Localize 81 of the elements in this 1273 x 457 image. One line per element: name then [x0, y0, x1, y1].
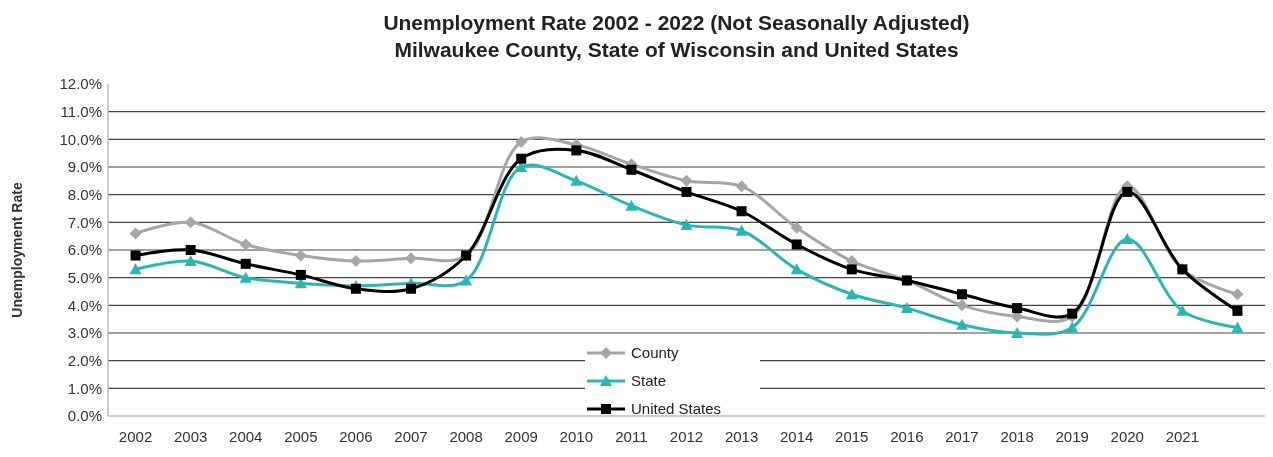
point: [571, 145, 582, 156]
x-tick-label: 2013: [724, 428, 759, 445]
x-tick-label: 2017: [945, 428, 979, 445]
x-tick-label: 2018: [1000, 428, 1034, 445]
y-tick-label: 9.0%: [67, 158, 102, 176]
point: [406, 283, 417, 294]
legend-label: County: [631, 344, 680, 362]
x-tick-label: 2005: [284, 428, 318, 445]
point: [185, 245, 196, 255]
point: [1012, 303, 1023, 314]
point: [1011, 327, 1024, 338]
x-tick-label: 2004: [229, 428, 263, 445]
y-tick-label: 6.0%: [67, 241, 102, 259]
point: [955, 299, 968, 312]
point: [460, 274, 473, 286]
chart-subtitle: Milwaukee County, State of Wisconsin and United States: [394, 38, 959, 61]
point: [1122, 186, 1133, 197]
y-tick-label: 1.0%: [67, 379, 102, 397]
point: [735, 180, 748, 193]
y-tick-label: 7.0%: [67, 213, 102, 231]
point: [1231, 321, 1244, 333]
point: [900, 302, 913, 314]
point: [680, 174, 693, 187]
x-tick-label: 2016: [890, 428, 924, 445]
point: [1231, 288, 1244, 301]
point: [1066, 321, 1079, 333]
point: [846, 264, 857, 275]
legend-label: State: [631, 372, 667, 390]
chart-title: Unemployment Rate 2002 - 2022 (Not Seasonally Adjusted): [383, 11, 970, 34]
x-tick-label: 2008: [449, 428, 483, 445]
x-tick-label: 2002: [118, 428, 153, 445]
x-tick-label: 2021: [1165, 428, 1200, 445]
legend-label: United States: [631, 400, 722, 418]
point: [1176, 304, 1189, 316]
y-tick-label: 2.0%: [67, 351, 102, 369]
x-tick-label: 2003: [173, 428, 208, 445]
point: [845, 288, 858, 300]
point: [790, 263, 803, 275]
point: [1232, 305, 1243, 316]
point: [515, 136, 528, 149]
x-tick-label: 2012: [669, 428, 704, 445]
x-tick-label: 2019: [1055, 428, 1089, 445]
x-tick-label: 2010: [559, 428, 593, 445]
point: [625, 199, 638, 211]
y-axis-title: Unemployment Rate: [9, 182, 25, 318]
y-tick-label: 11.0%: [60, 102, 102, 120]
point: [736, 206, 747, 217]
x-tick-label: 2014: [780, 428, 814, 445]
point: [516, 153, 527, 164]
point: [130, 250, 141, 261]
y-tick-label: 4.0%: [67, 296, 102, 314]
x-tick-label: 2020: [1110, 428, 1144, 445]
point: [239, 271, 252, 283]
point: [956, 289, 967, 300]
point: [680, 219, 693, 231]
point: [626, 164, 637, 175]
point: [295, 269, 306, 280]
point: [129, 227, 142, 240]
point: [955, 318, 968, 330]
x-tick-label: 2011: [615, 428, 648, 445]
point: [735, 224, 748, 236]
point: [570, 174, 583, 186]
x-tick-label: 2006: [339, 428, 373, 445]
point: [1067, 308, 1078, 319]
y-tick-label: 8.0%: [67, 185, 102, 203]
x-tick-label: 2009: [504, 428, 538, 445]
point: [791, 239, 802, 250]
y-tick-label: 10.0%: [59, 130, 102, 148]
point: [240, 258, 251, 269]
point: [184, 255, 197, 267]
y-tick-label: 12.0%: [59, 75, 102, 93]
point: [681, 186, 692, 197]
point: [129, 263, 142, 275]
y-tick-label: 0.0%: [67, 407, 102, 425]
point: [790, 221, 803, 234]
point: [350, 283, 361, 294]
x-tick-label: 2015: [835, 428, 869, 445]
x-tick-label: 2007: [394, 428, 428, 445]
point: [1121, 232, 1134, 244]
y-tick-label: 5.0%: [67, 268, 102, 286]
y-tick-label: 3.0%: [67, 324, 102, 342]
